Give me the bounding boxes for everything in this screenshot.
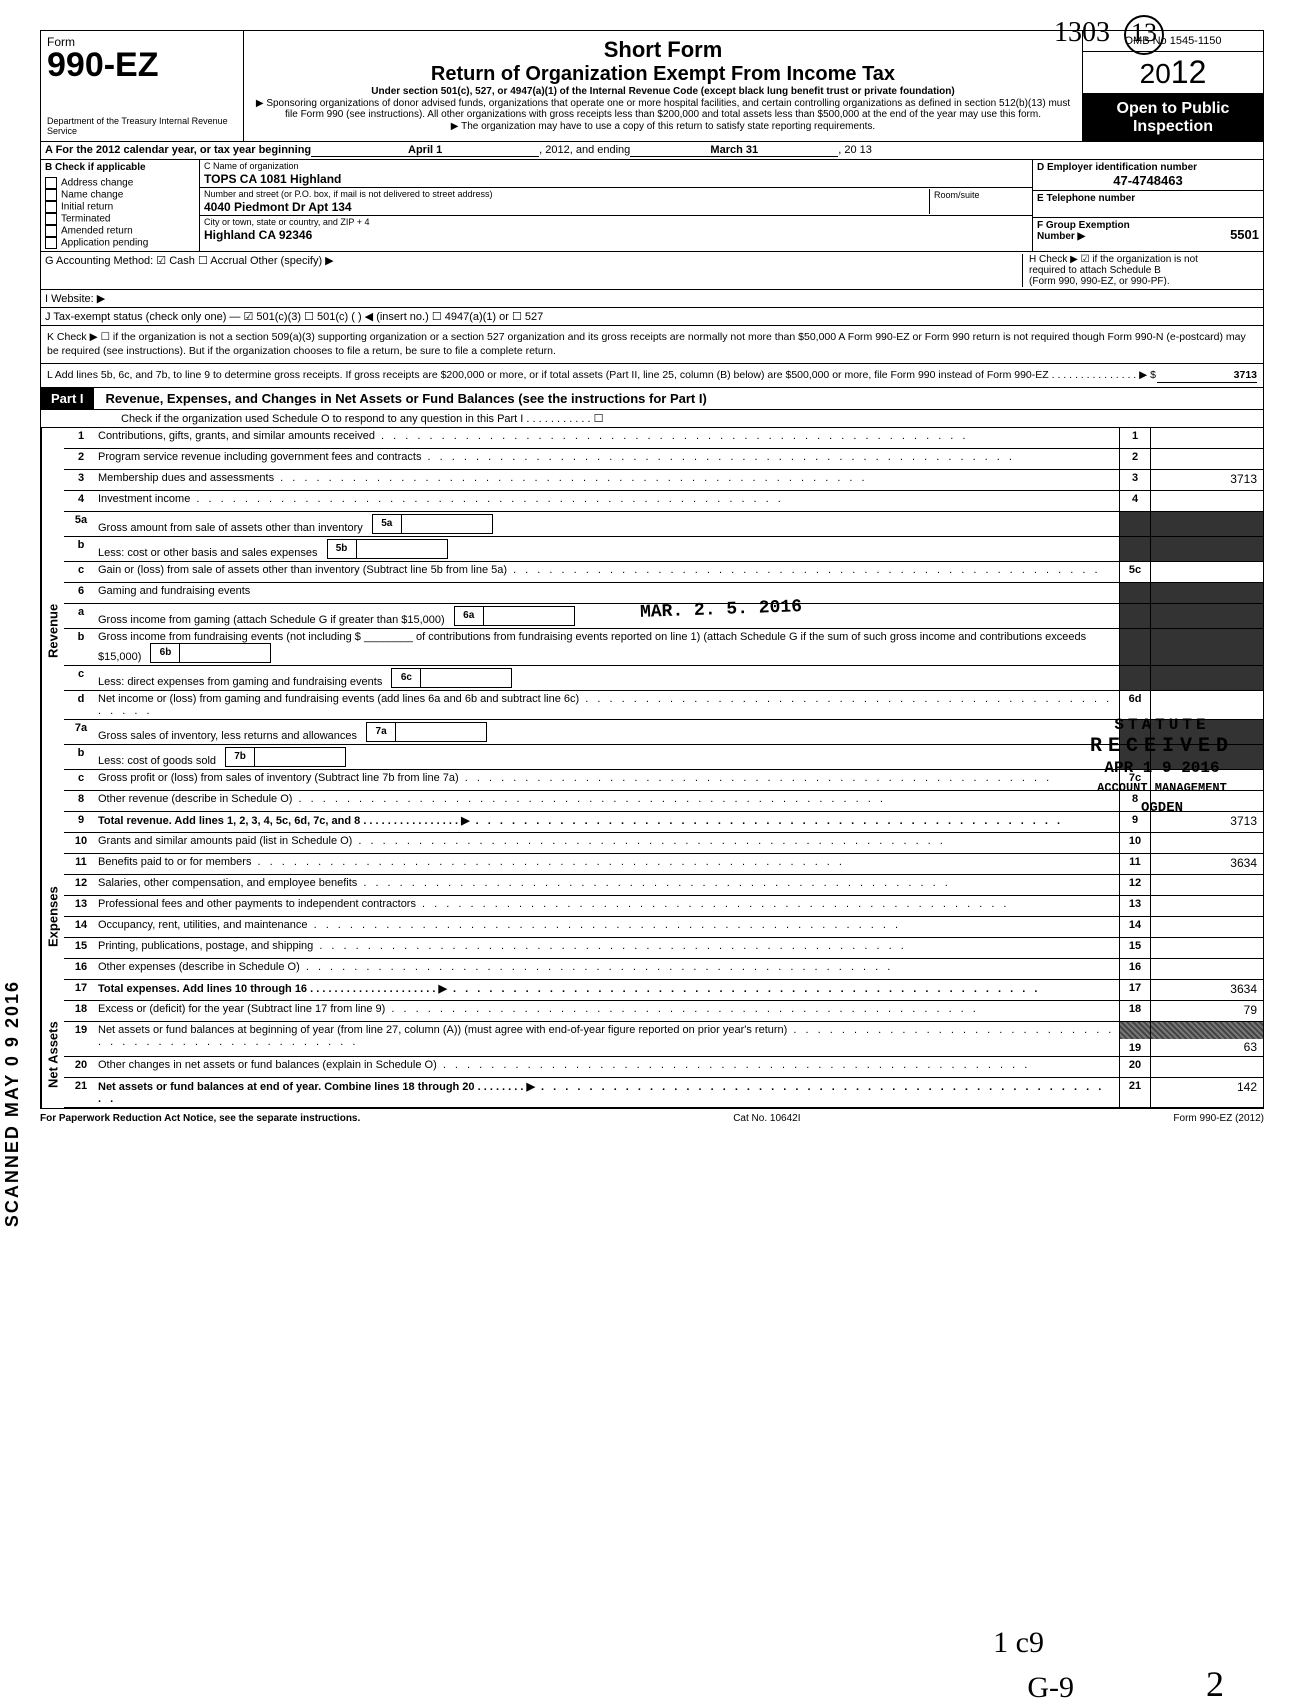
scanned-stamp: SCANNED MAY 0 9 2016 xyxy=(2,980,23,1227)
form-line-5a: 5a Gross amount from sale of assets othe… xyxy=(64,512,1263,537)
col-c: C Name of organization TOPS CA 1081 High… xyxy=(200,160,1032,251)
open-inspection: Open to PublicInspection xyxy=(1083,94,1263,141)
form-line-15: 15 Printing, publications, postage, and … xyxy=(64,938,1263,959)
sidelabel-expenses: Expenses xyxy=(41,833,64,1001)
revenue-section: Revenue 1 Contributions, gifts, grants, … xyxy=(40,428,1264,833)
begin-date: April 1 xyxy=(311,144,539,157)
gross-receipts: 3713 xyxy=(1157,368,1257,383)
form-line-19: 19 Net assets or fund balances at beginn… xyxy=(64,1022,1263,1057)
col-def: D Employer identification number 47-4748… xyxy=(1032,160,1263,251)
subtitle3: ▶ The organization may have to use a cop… xyxy=(252,121,1074,133)
line-j: J Tax-exempt status (check only one) — ☑… xyxy=(40,308,1264,326)
form-line-6: 6 Gaming and fundraising events xyxy=(64,583,1263,604)
sidelabel-netassets: Net Assets xyxy=(41,1001,64,1108)
hand-1cq: 1 c9 xyxy=(993,1626,1044,1660)
form-line-20: 20 Other changes in net assets or fund b… xyxy=(64,1057,1263,1078)
form-line-7a: 7a Gross sales of inventory, less return… xyxy=(64,720,1263,745)
netassets-section: Net Assets 18 Excess or (deficit) for th… xyxy=(40,1001,1264,1109)
hand-2: 2 xyxy=(1206,1663,1224,1705)
return-title: Return of Organization Exempt From Incom… xyxy=(252,63,1074,86)
form-line-12: 12 Salaries, other compensation, and emp… xyxy=(64,875,1263,896)
expenses-section: Expenses 10 Grants and similar amounts p… xyxy=(40,833,1264,1001)
org-name: TOPS CA 1081 Highland xyxy=(204,172,1028,186)
part1-check: Check if the organization used Schedule … xyxy=(40,410,1264,428)
page-footer: For Paperwork Reduction Act Notice, see … xyxy=(40,1109,1264,1124)
form-line-16: 16 Other expenses (describe in Schedule … xyxy=(64,959,1263,980)
form-line-6a: a Gross income from gaming (attach Sched… xyxy=(64,604,1263,629)
line-h: H Check ▶ ☑ if the organization is not r… xyxy=(1022,254,1259,287)
hand-g9: G-9 xyxy=(1027,1671,1074,1705)
form-line-8: 8 Other revenue (describe in Schedule O)… xyxy=(64,791,1263,812)
line-i: I Website: ▶ xyxy=(40,290,1264,308)
form-line-6c: c Less: direct expenses from gaming and … xyxy=(64,666,1263,691)
sidelabel-revenue: Revenue xyxy=(41,428,64,833)
id-grid: B Check if applicable Address change Nam… xyxy=(40,160,1264,252)
line-l: L Add lines 5b, 6c, and 7b, to line 9 to… xyxy=(40,364,1264,388)
form-line-1: 1 Contributions, gifts, grants, and simi… xyxy=(64,428,1263,449)
form-line-11: 11 Benefits paid to or for members 11 36… xyxy=(64,854,1263,875)
form-line-13: 13 Professional fees and other payments … xyxy=(64,896,1263,917)
part1-bar: Part I Revenue, Expenses, and Changes in… xyxy=(40,388,1264,410)
form-line-21: 21 Net assets or fund balances at end of… xyxy=(64,1078,1263,1108)
form-line-7c: c Gross profit or (loss) from sales of i… xyxy=(64,770,1263,791)
line-a: A For the 2012 calendar year, or tax yea… xyxy=(40,142,1264,160)
handwritten-top: 1303 13 xyxy=(1054,15,1164,55)
form-line-2: 2 Program service revenue including gove… xyxy=(64,449,1263,470)
short-form-title: Short Form xyxy=(252,37,1074,63)
circled-page: 13 xyxy=(1124,15,1164,55)
org-address: 4040 Piedmont Dr Apt 134 xyxy=(204,200,929,214)
form-line-10: 10 Grants and similar amounts paid (list… xyxy=(64,833,1263,854)
form-line-3: 3 Membership dues and assessments 3 3713 xyxy=(64,470,1263,491)
form-line-6d: d Net income or (loss) from gaming and f… xyxy=(64,691,1263,720)
col-b: B Check if applicable Address change Nam… xyxy=(41,160,200,251)
form-line-7b: b Less: cost of goods sold 7b xyxy=(64,745,1263,770)
line-g-h: G Accounting Method: ☑ Cash ☐ Accrual Ot… xyxy=(40,252,1264,290)
org-city: Highland CA 92346 xyxy=(204,228,1028,242)
form-line-9: 9 Total revenue. Add lines 1, 2, 3, 4, 5… xyxy=(64,812,1263,833)
form-line-17: 17 Total expenses. Add lines 10 through … xyxy=(64,980,1263,1001)
form-number: 990-EZ xyxy=(47,46,159,84)
dept-treasury: Department of the Treasury Internal Reve… xyxy=(47,117,237,137)
form-line-5b: b Less: cost or other basis and sales ex… xyxy=(64,537,1263,562)
ein: 47-4748463 xyxy=(1037,173,1259,188)
form-line-6b: b Gross income from fundraising events (… xyxy=(64,629,1263,666)
group-exemption: 5501 xyxy=(1230,227,1259,242)
form-line-18: 18 Excess or (deficit) for the year (Sub… xyxy=(64,1001,1263,1022)
form-line-4: 4 Investment income 4 xyxy=(64,491,1263,512)
line-k: K Check ▶ ☐ if the organization is not a… xyxy=(40,326,1264,363)
subtitle1: Under section 501(c), 527, or 4947(a)(1)… xyxy=(252,86,1074,98)
subtitle2: ▶ Sponsoring organizations of donor advi… xyxy=(252,98,1074,121)
tax-year: 2012 xyxy=(1083,52,1263,94)
room-suite: Room/suite xyxy=(929,189,1028,214)
end-date: March 31 xyxy=(630,144,838,157)
form-line-14: 14 Occupancy, rent, utilities, and maint… xyxy=(64,917,1263,938)
form-line-5c: c Gain or (loss) from sale of assets oth… xyxy=(64,562,1263,583)
